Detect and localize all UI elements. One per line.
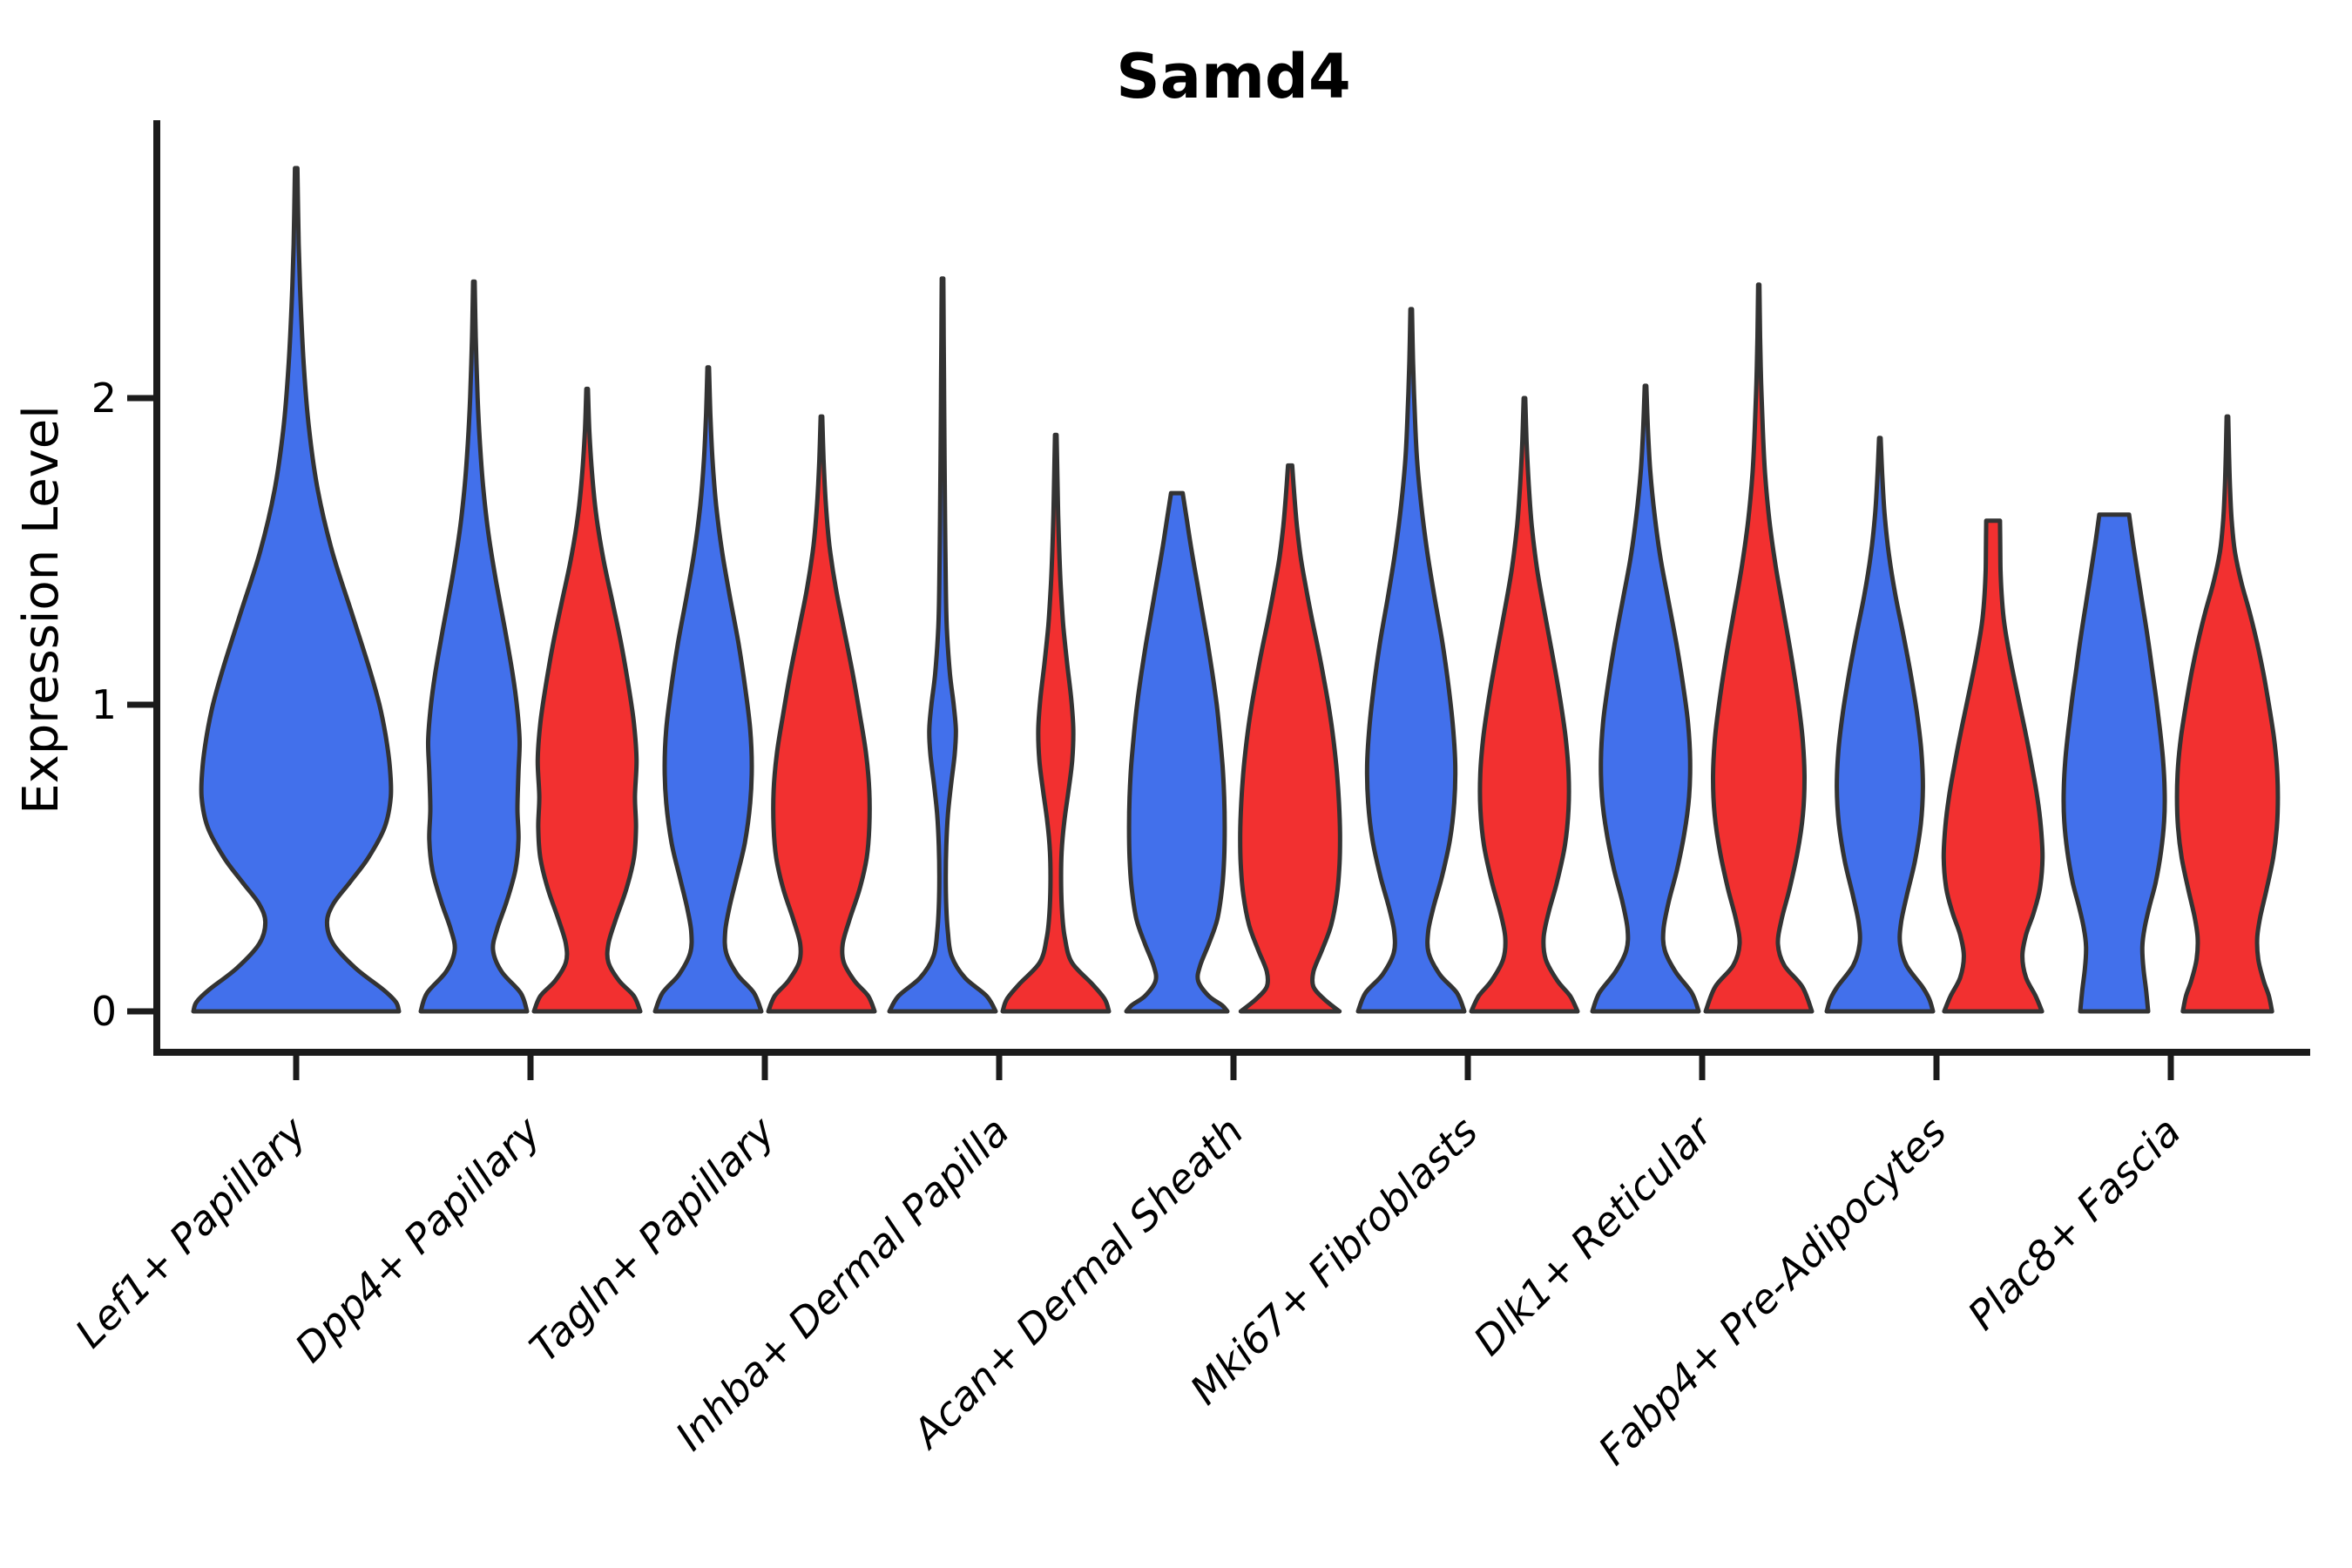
- violin-blue: [1124, 490, 1230, 1014]
- violin-red: [2174, 414, 2281, 1014]
- violin-red: [766, 414, 877, 1014]
- x-tick-label: Tagln+ Papillary: [520, 1107, 784, 1371]
- violin-red: [1469, 395, 1580, 1014]
- y-axis-ticks: 0 1 2: [91, 375, 154, 1035]
- y-tick-label: 1: [91, 681, 117, 728]
- violin-blue: [1355, 307, 1467, 1014]
- violin-blue: [2061, 512, 2167, 1014]
- violin-blue: [887, 276, 998, 1014]
- violins: [191, 166, 2281, 1014]
- x-tick-label: Dlk1+ Reticular: [1464, 1105, 1723, 1364]
- violin-red: [1941, 518, 2045, 1014]
- violin-blue: [1590, 383, 1701, 1014]
- violin-red: [531, 386, 643, 1014]
- violin-red: [1703, 282, 1815, 1014]
- x-tick-label: Lef1+ Papillary: [66, 1107, 315, 1356]
- y-axis-label: Expression Level: [13, 405, 70, 814]
- violin-red: [1238, 463, 1342, 1014]
- x-tick-label: Plac8+ Fascia: [1958, 1108, 2189, 1339]
- violin-blue: [191, 166, 402, 1014]
- x-tick-label: Dpp4+ Papillary: [286, 1107, 550, 1371]
- violin-red: [1000, 432, 1112, 1014]
- chart-title: Samd4: [1116, 41, 1350, 112]
- violin-blue: [652, 365, 764, 1014]
- y-tick-label: 0: [91, 988, 117, 1035]
- violin-blue: [418, 279, 530, 1014]
- violin-blue: [1824, 436, 1936, 1014]
- y-tick-label: 2: [91, 375, 117, 422]
